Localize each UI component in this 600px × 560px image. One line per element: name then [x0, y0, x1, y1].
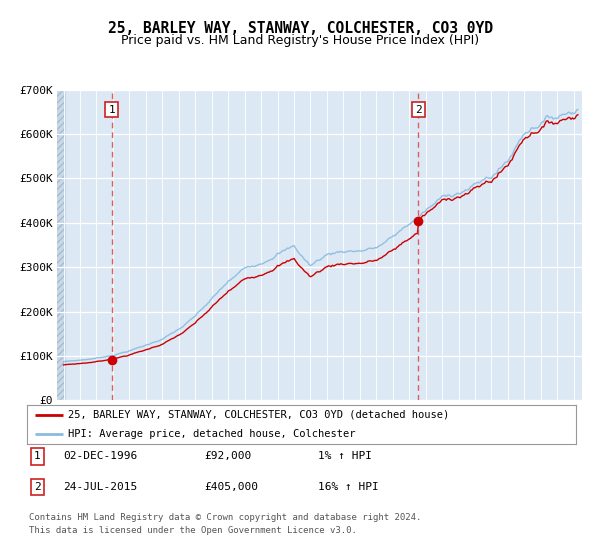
Text: 02-DEC-1996: 02-DEC-1996 — [63, 451, 137, 461]
Text: 2003: 2003 — [207, 413, 216, 435]
Text: 2017: 2017 — [437, 413, 446, 435]
Text: 1997: 1997 — [109, 413, 118, 435]
Text: 2009: 2009 — [306, 413, 315, 435]
Text: 2014: 2014 — [388, 413, 397, 435]
Text: 2019: 2019 — [470, 413, 479, 435]
Text: 1996: 1996 — [92, 413, 101, 435]
Text: 2008: 2008 — [289, 413, 298, 435]
Text: 2020: 2020 — [487, 413, 496, 435]
Text: HPI: Average price, detached house, Colchester: HPI: Average price, detached house, Colc… — [68, 429, 356, 439]
Text: 2007: 2007 — [273, 413, 282, 435]
Text: 2013: 2013 — [372, 413, 381, 435]
Text: 2011: 2011 — [339, 413, 348, 435]
Text: 2000: 2000 — [158, 413, 167, 435]
Text: 2021: 2021 — [503, 413, 512, 435]
Polygon shape — [57, 90, 65, 400]
Text: 2022: 2022 — [520, 413, 529, 435]
Text: 2: 2 — [34, 482, 41, 492]
Text: 2015: 2015 — [404, 413, 413, 435]
Text: 2012: 2012 — [355, 413, 364, 435]
Text: 2024: 2024 — [553, 413, 562, 435]
Text: 2023: 2023 — [536, 413, 545, 435]
Text: 2018: 2018 — [454, 413, 463, 435]
Text: 2006: 2006 — [257, 413, 266, 435]
Text: 1994: 1994 — [59, 413, 68, 435]
Text: 2005: 2005 — [240, 413, 249, 435]
Text: 1% ↑ HPI: 1% ↑ HPI — [318, 451, 372, 461]
Text: 2: 2 — [415, 105, 422, 115]
Text: 25, BARLEY WAY, STANWAY, COLCHESTER, CO3 0YD (detached house): 25, BARLEY WAY, STANWAY, COLCHESTER, CO3… — [68, 410, 449, 420]
Text: 1995: 1995 — [76, 413, 85, 435]
Text: 1: 1 — [34, 451, 41, 461]
Text: 2025: 2025 — [569, 413, 578, 435]
Text: 2002: 2002 — [191, 413, 200, 435]
Text: £405,000: £405,000 — [204, 482, 258, 492]
Text: 1: 1 — [108, 105, 115, 115]
Text: 2016: 2016 — [421, 413, 430, 435]
Text: Price paid vs. HM Land Registry's House Price Index (HPI): Price paid vs. HM Land Registry's House … — [121, 34, 479, 46]
Text: 2010: 2010 — [322, 413, 331, 435]
Text: 1999: 1999 — [142, 413, 151, 435]
Text: This data is licensed under the Open Government Licence v3.0.: This data is licensed under the Open Gov… — [29, 526, 356, 535]
Text: 25, BARLEY WAY, STANWAY, COLCHESTER, CO3 0YD: 25, BARLEY WAY, STANWAY, COLCHESTER, CO3… — [107, 21, 493, 36]
Text: 1998: 1998 — [125, 413, 134, 435]
Text: £92,000: £92,000 — [204, 451, 251, 461]
Text: 2004: 2004 — [224, 413, 233, 435]
Text: Contains HM Land Registry data © Crown copyright and database right 2024.: Contains HM Land Registry data © Crown c… — [29, 513, 421, 522]
Text: 2001: 2001 — [174, 413, 183, 435]
Text: 24-JUL-2015: 24-JUL-2015 — [63, 482, 137, 492]
Text: 16% ↑ HPI: 16% ↑ HPI — [318, 482, 379, 492]
